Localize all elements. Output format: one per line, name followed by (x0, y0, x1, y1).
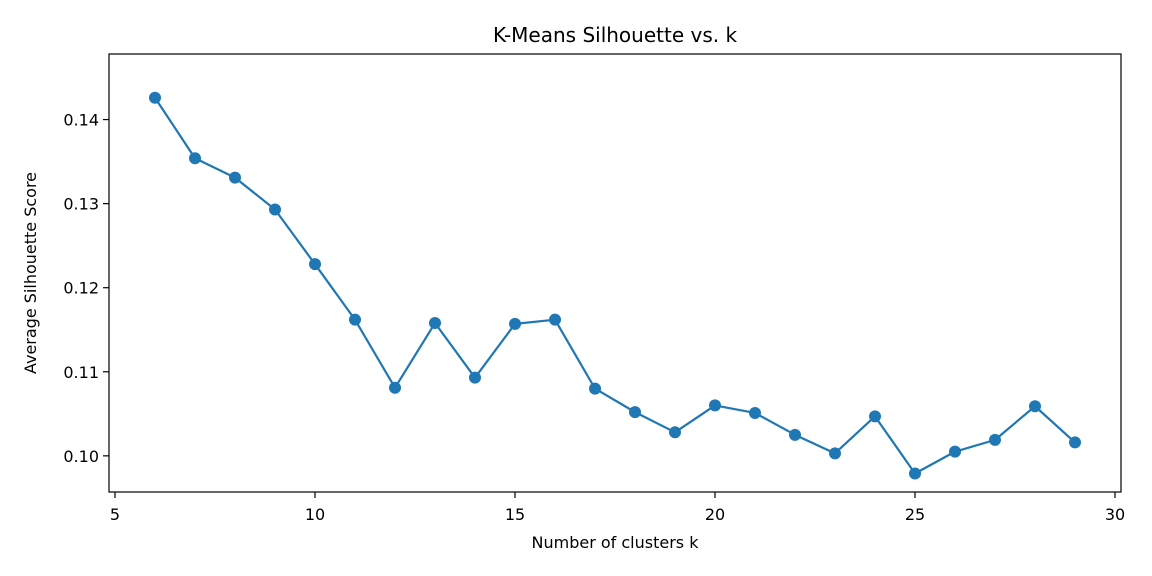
data-point (1069, 436, 1081, 449)
data-point (189, 152, 201, 165)
data-point (989, 433, 1001, 446)
data-point (909, 467, 921, 480)
y-tick-label: 0.10 (63, 447, 99, 466)
x-tick-label: 15 (505, 505, 525, 524)
x-tick-label: 5 (110, 505, 120, 524)
data-point (749, 406, 761, 419)
y-tick-label: 0.12 (63, 279, 99, 298)
data-point (589, 382, 601, 395)
data-point (229, 171, 241, 184)
series-line (154, 97, 1076, 475)
data-point (429, 317, 441, 330)
y-tick-label: 0.14 (63, 111, 99, 130)
data-point (509, 317, 521, 330)
data-point (629, 406, 641, 419)
y-tick-label: 0.11 (63, 363, 99, 382)
data-point (1029, 400, 1041, 413)
data-point (869, 410, 881, 423)
x-tick-label: 25 (905, 505, 925, 524)
y-axis-ticks: 0.10 0.11 0.12 0.13 0.14 (63, 111, 109, 466)
y-axis-label: Average Silhouette Score (21, 172, 40, 374)
data-point (829, 447, 841, 460)
x-axis-label: Number of clusters k (532, 533, 700, 552)
chart-title: K-Means Silhouette vs. k (493, 23, 738, 47)
x-axis-ticks: 5 10 15 20 25 30 (110, 492, 1125, 524)
x-tick-label: 30 (1105, 505, 1125, 524)
y-tick-label: 0.13 (63, 195, 99, 214)
data-point (549, 313, 561, 326)
plot-area-frame (108, 53, 1122, 493)
data-point (269, 203, 281, 216)
x-tick-label: 20 (705, 505, 725, 524)
data-point (789, 428, 801, 441)
data-point (469, 371, 481, 384)
data-point (949, 445, 961, 458)
x-tick-label: 10 (305, 505, 325, 524)
data-point (709, 399, 721, 412)
data-point (349, 313, 361, 326)
data-point (389, 381, 401, 394)
data-point (309, 258, 321, 271)
data-point (149, 91, 161, 104)
data-point (669, 426, 681, 439)
series-layer (149, 91, 1081, 480)
